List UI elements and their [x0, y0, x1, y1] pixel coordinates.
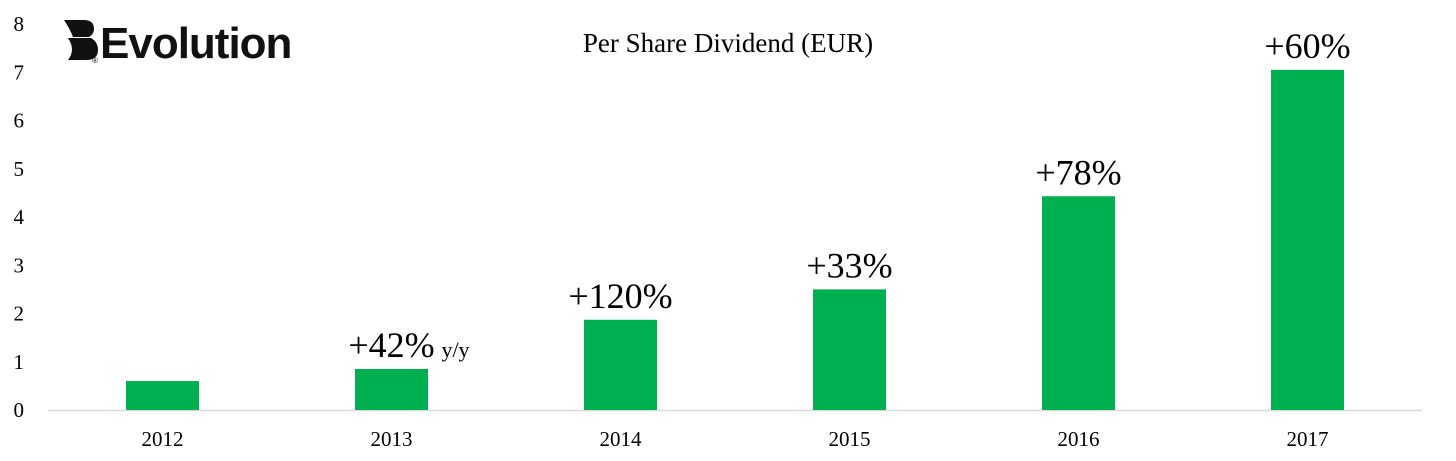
y-tick-label: 0 — [14, 398, 25, 422]
y-tick-label: 5 — [14, 157, 25, 181]
growth-label-2016: +78% — [1035, 152, 1121, 192]
x-tick-label: 2012 — [142, 427, 184, 451]
growth-label-2014: +120% — [568, 276, 672, 316]
logo-text: Evolution — [100, 19, 291, 68]
y-tick-label: 7 — [14, 60, 25, 84]
x-tick-label: 2017 — [1287, 427, 1329, 451]
bars — [126, 69, 1344, 411]
y-tick-label: 3 — [14, 253, 25, 277]
y-tick-label: 2 — [14, 302, 25, 326]
growth-label-2015: +33% — [806, 245, 892, 285]
x-tick-label: 2013 — [371, 427, 413, 451]
bar-2013 — [355, 368, 428, 410]
y-axis: 0 1 2 3 4 5 6 7 8 — [14, 12, 25, 422]
annotations: +42% y/y +120% +33% +78% +60% — [348, 26, 1350, 365]
y-tick-label: 4 — [14, 205, 25, 229]
x-tick-label: 2015 — [829, 427, 871, 451]
growth-label-2017: +60% — [1264, 26, 1350, 66]
y-tick-label: 1 — [14, 350, 25, 374]
growth-label-2013: +42% — [348, 325, 434, 365]
x-tick-label: 2016 — [1058, 427, 1100, 451]
evolution-logo-icon — [64, 20, 98, 60]
bar-2017 — [1271, 69, 1344, 411]
bar-2012 — [126, 381, 199, 410]
evolution-logo: Evolution ® — [64, 19, 292, 68]
x-tick-label: 2014 — [600, 427, 643, 451]
y-tick-label: 6 — [14, 109, 25, 133]
logo-registered-mark: ® — [92, 56, 98, 65]
bar-2014 — [584, 319, 657, 410]
x-axis: 2012 2013 2014 2015 2016 2017 — [142, 427, 1329, 451]
bar-2015 — [813, 289, 886, 410]
growth-label-suffix: y/y — [441, 337, 469, 362]
chart-title: Per Share Dividend (EUR) — [583, 28, 873, 58]
y-tick-label: 8 — [14, 12, 25, 36]
bar-2016 — [1042, 196, 1115, 410]
